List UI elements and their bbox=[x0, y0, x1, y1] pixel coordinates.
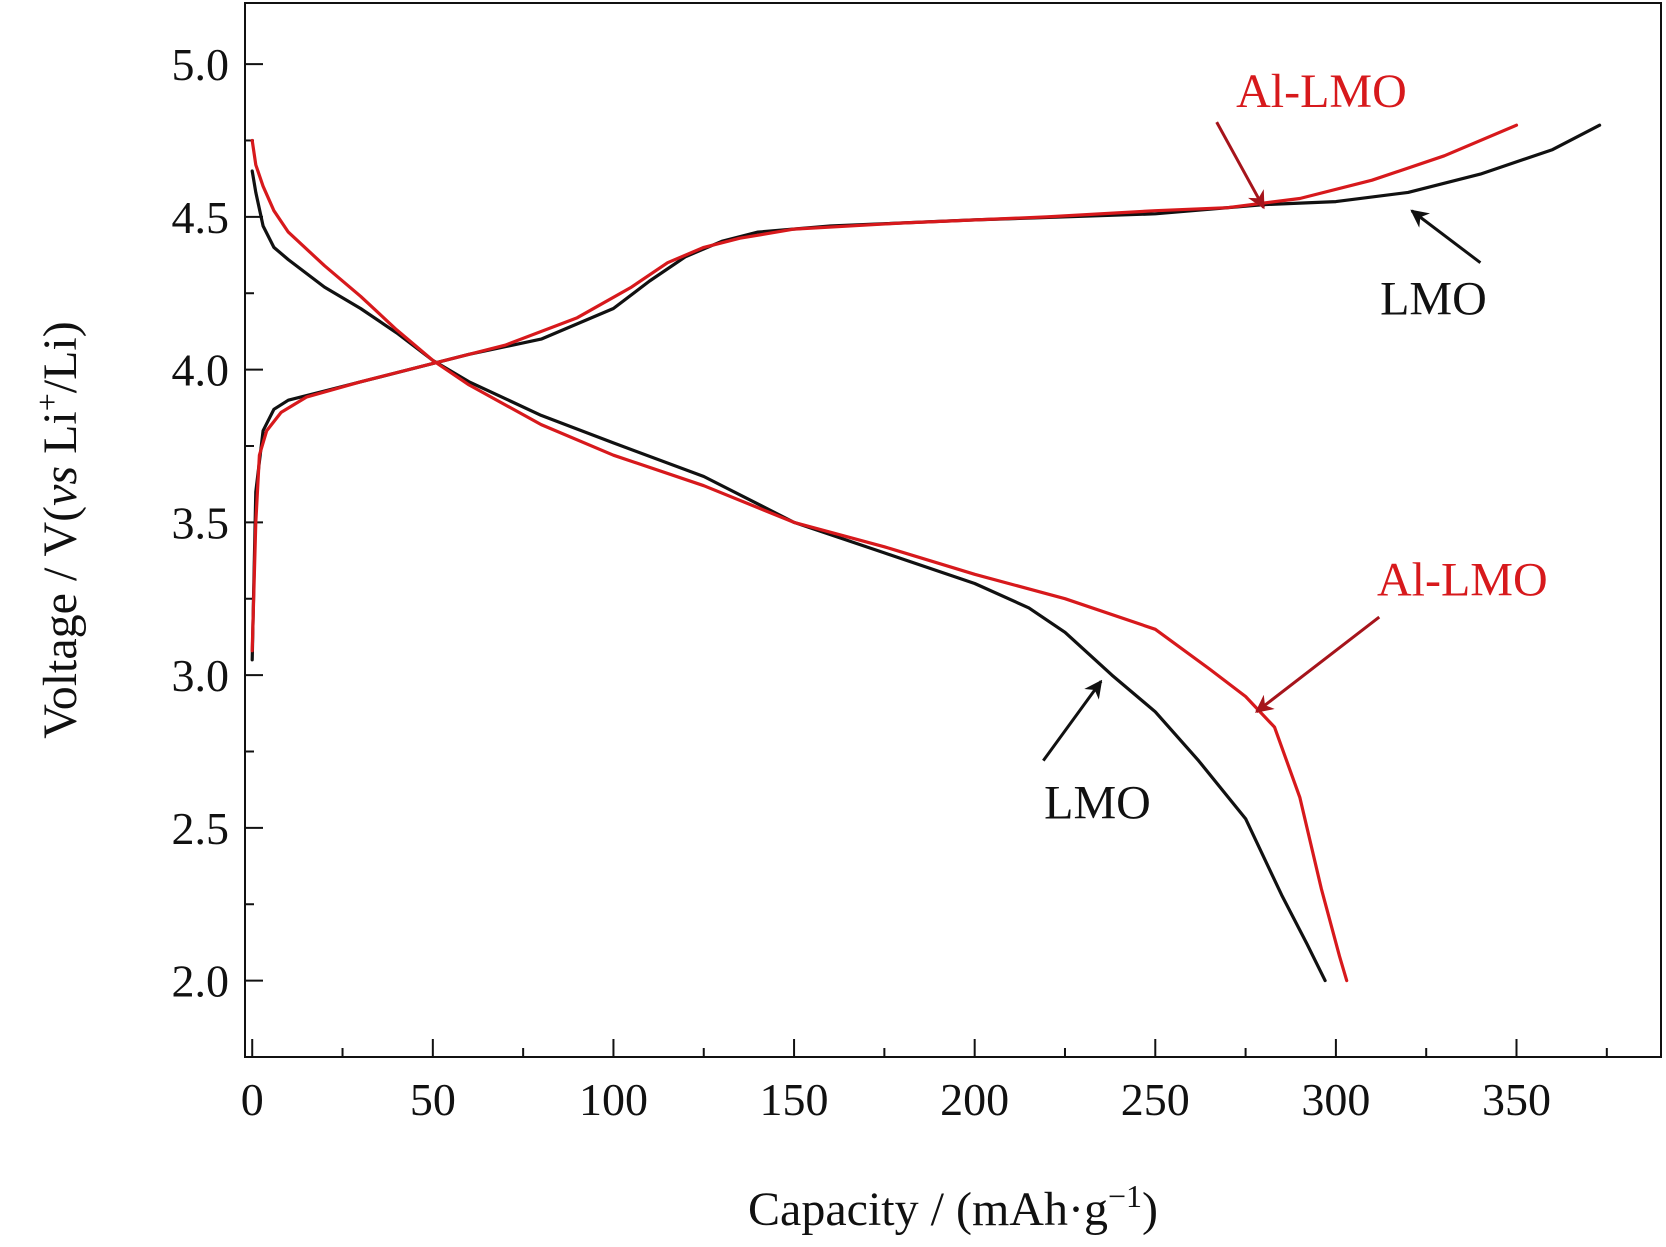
x-axis: 0 50 100 150 200 250 300 350 bbox=[241, 1039, 1608, 1125]
lmo-annotation-arrow bbox=[1042, 679, 1103, 762]
lmo-annotation-label: LMO bbox=[1044, 777, 1151, 830]
plot-frame bbox=[244, 2, 1662, 1058]
x-tick-label: 150 bbox=[760, 1074, 829, 1125]
y-tick-label: 4.5 bbox=[172, 192, 230, 243]
y-axis-title: Voltage / V(vs Li+/Li) bbox=[29, 321, 87, 739]
lmo-annotation-arrow bbox=[1410, 209, 1482, 264]
al-lmo-annotation-arrow bbox=[1215, 121, 1265, 210]
y-tick-label: 4.0 bbox=[172, 345, 230, 396]
lmo-annotation-label: LMO bbox=[1380, 273, 1487, 326]
al-lmo-charge-line bbox=[250, 123, 1519, 653]
x-axis-title-superscript: −1 bbox=[1108, 1178, 1142, 1214]
y-tick-label: 3.0 bbox=[172, 650, 230, 701]
al-lmo-annotation-arrow bbox=[1255, 615, 1381, 713]
x-axis-title: Capacity / (mAh·g−1) bbox=[748, 1178, 1158, 1236]
al-lmo-annotation-label: Al-LMO bbox=[1236, 65, 1407, 118]
y-tick-label: 3.5 bbox=[172, 497, 230, 548]
y-tick-label: 2.0 bbox=[172, 956, 230, 1007]
al-lmo-annotation-label: Al-LMO bbox=[1377, 554, 1548, 607]
y-axis-title-superscript: + bbox=[29, 393, 65, 411]
x-tick-label: 300 bbox=[1301, 1074, 1370, 1125]
y-tick-label: 5.0 bbox=[172, 39, 230, 90]
x-tick-label: 250 bbox=[1121, 1074, 1190, 1125]
annotation-layer: Al-LMO LMO Al-LMO LMO bbox=[1042, 65, 1548, 830]
y-tick-label: 2.5 bbox=[172, 803, 230, 854]
x-tick-label: 350 bbox=[1482, 1074, 1551, 1125]
al-lmo-discharge-line bbox=[250, 138, 1349, 983]
x-tick-label: 100 bbox=[579, 1074, 648, 1125]
x-tick-label: 50 bbox=[410, 1074, 456, 1125]
lmo-discharge-line bbox=[250, 169, 1327, 983]
y-axis: 2.0 2.5 3.0 3.5 4.0 4.5 5.0 bbox=[172, 39, 263, 1058]
x-tick-label: 0 bbox=[241, 1074, 264, 1125]
x-tick-label: 200 bbox=[940, 1074, 1009, 1125]
